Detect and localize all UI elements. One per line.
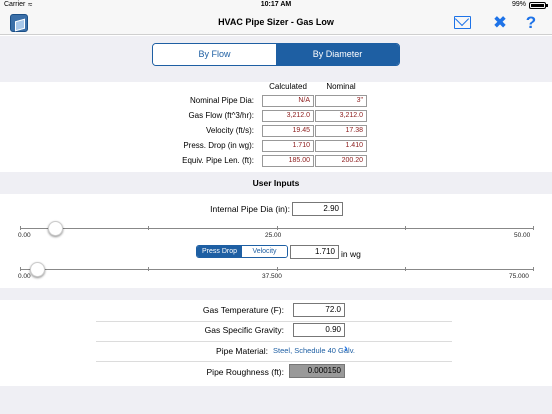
battery-percentage: 99%	[511, 1, 526, 8]
tab-by-diameter[interactable]: By Diameter	[276, 44, 399, 65]
calculated-nominal-dia: N/A	[262, 95, 314, 107]
slider-tick	[148, 226, 149, 230]
clock: 10:17 AM	[260, 1, 292, 8]
column-header-calculated: Calculated	[269, 82, 307, 91]
page-title: HVAC Pipe Sizer - Gas Low	[218, 17, 334, 27]
nominal-equiv-len: 200.20	[315, 155, 367, 167]
navigation-bar: HVAC Pipe Sizer - Gas Low ✖ ?	[0, 11, 552, 35]
calculated-gas-flow: 3,212.0	[262, 110, 314, 122]
pipe-material-label: Pipe Material:	[216, 346, 268, 356]
row-label-equiv-len: Equiv. Pipe Len. (ft):	[182, 156, 254, 165]
pipe-dia-slider-mid: 25.00	[265, 232, 282, 239]
slider-tick	[533, 267, 534, 271]
press-drop-input[interactable]: 1.710	[290, 245, 339, 259]
tools-icon[interactable]: ✖	[492, 13, 508, 32]
tab-by-flow[interactable]: By Flow	[153, 44, 276, 65]
nominal-nominal-dia: 3"	[315, 95, 367, 107]
battery-icon	[529, 2, 548, 9]
roughness-input: 0.000150	[289, 364, 345, 378]
carrier-label: Carrier	[4, 1, 26, 8]
row-label-press-drop: Press. Drop (in wg):	[183, 141, 254, 150]
user-inputs-header: User Inputs	[0, 172, 552, 194]
calculated-velocity: 19.45	[262, 125, 314, 137]
slider-tick	[20, 267, 21, 271]
wifi-icon: ≈	[28, 0, 33, 9]
press-drop-unit: in wg	[341, 249, 361, 259]
slider-tick	[148, 267, 149, 271]
column-header-nominal: Nominal	[326, 82, 356, 91]
press-drop-slider-thumb[interactable]	[30, 262, 46, 277]
slider-tick	[405, 267, 406, 271]
mail-icon[interactable]	[454, 16, 471, 29]
row-label-gas-flow: Gas Flow (ft^3/hr):	[188, 111, 254, 120]
nominal-gas-flow: 3,212.0	[315, 110, 367, 122]
toggle-press-drop[interactable]: Press Drop	[197, 246, 242, 257]
app-icon[interactable]	[10, 14, 28, 32]
section-gap	[0, 288, 552, 300]
slider-tick	[277, 267, 278, 271]
bottom-band	[0, 386, 552, 414]
press-drop-slider-min: 0.00	[18, 273, 31, 280]
slider-tick	[20, 226, 21, 230]
toggle-velocity[interactable]: Velocity	[242, 246, 287, 257]
pipe-material-value[interactable]: Steel, Schedule 40 Galv.	[273, 346, 355, 355]
slider-tick	[405, 226, 406, 230]
pipe-dia-label: Internal Pipe Dia (in):	[210, 204, 290, 214]
chevron-right-icon[interactable]: ›	[344, 343, 348, 355]
gas-temp-label: Gas Temperature (F):	[202, 305, 284, 315]
mode-segmented-control: By Flow By Diameter	[152, 43, 400, 66]
nominal-velocity: 17.38	[315, 125, 367, 137]
row-label-velocity: Velocity (ft/s):	[205, 126, 254, 135]
press-drop-slider-max: 75.000	[509, 273, 529, 280]
calculated-equiv-len: 185.00	[262, 155, 314, 167]
help-icon[interactable]: ?	[525, 13, 537, 32]
gas-temp-input[interactable]: 72.0	[293, 303, 345, 317]
divider	[96, 341, 452, 342]
nominal-press-drop: 1.410	[315, 140, 367, 152]
status-bar: Carrier ≈ 10:17 AM 99%	[0, 0, 552, 11]
pipe-dia-slider-thumb[interactable]	[48, 221, 64, 236]
gravity-label: Gas Specific Gravity:	[204, 325, 284, 335]
press-velocity-toggle: Press Drop Velocity	[196, 245, 288, 258]
mode-band: By Flow By Diameter	[0, 36, 552, 82]
pipe-dia-input[interactable]: 2.90	[292, 202, 343, 216]
pipe-dia-slider-min: 0.00	[18, 232, 31, 239]
divider	[96, 361, 452, 362]
press-drop-slider-mid: 37.500	[262, 273, 282, 280]
user-inputs-section: Internal Pipe Dia (in): 2.90 0.00 25.00 …	[0, 194, 552, 288]
pipe-dia-slider-max: 50.00	[514, 232, 531, 239]
calculated-press-drop: 1.710	[262, 140, 314, 152]
roughness-label: Pipe Roughness (ft):	[206, 367, 284, 377]
slider-tick	[277, 226, 278, 230]
gravity-input[interactable]: 0.90	[293, 323, 345, 337]
row-label-nominal-dia: Nominal Pipe Dia:	[189, 96, 254, 105]
results-table: Calculated Nominal Nominal Pipe Dia: N/A…	[0, 82, 552, 172]
divider	[96, 321, 452, 322]
slider-tick	[533, 226, 534, 230]
